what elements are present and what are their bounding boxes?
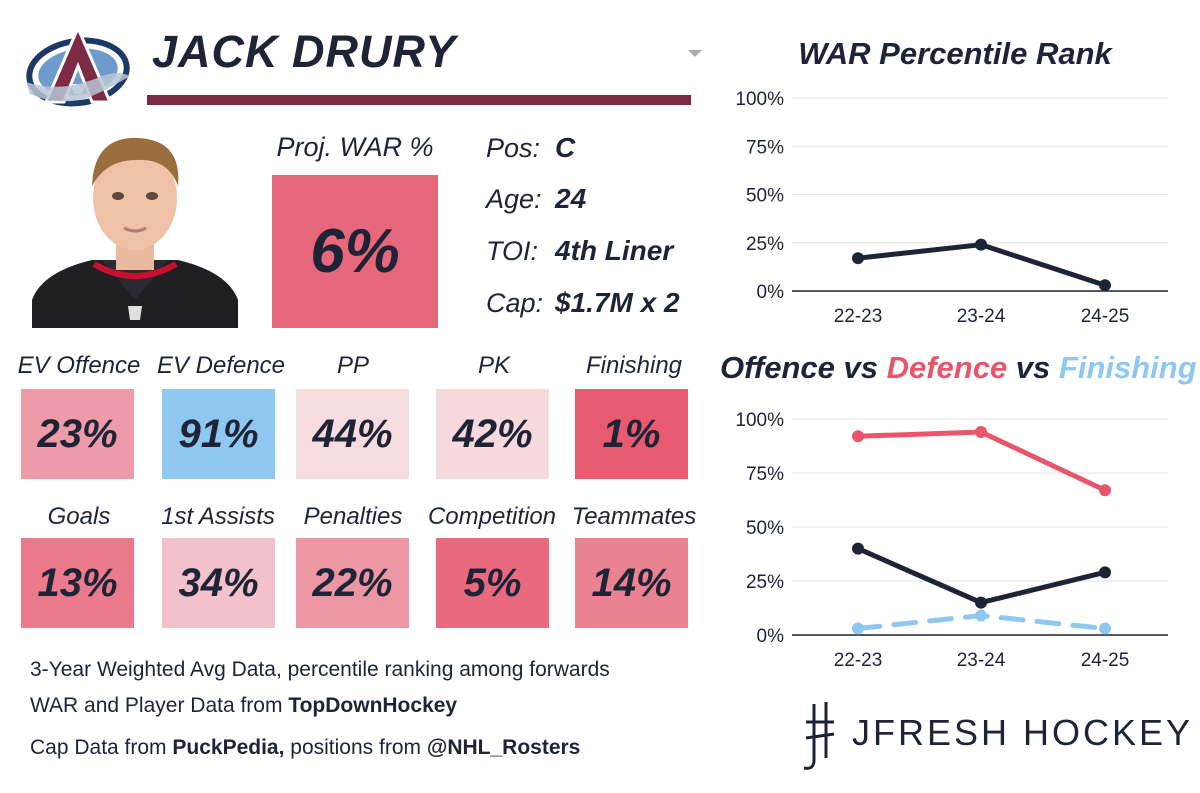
pos-value: C	[555, 132, 576, 163]
stat-tile-1st-assists: 34%	[162, 538, 275, 628]
ovd-series-line-defence	[855, 429, 1108, 493]
stat-tile-ev-defence: 91%	[162, 389, 275, 479]
ovd-point-defence	[852, 430, 864, 443]
ovd-title-vs-2: vs	[1007, 350, 1059, 385]
war-percentile-chart: 0% 25% 50% 75% 100% 22-23 23-24 24-25	[735, 89, 1168, 327]
ovd-title-vs-1: vs	[834, 350, 887, 385]
ovd-chart-title: Offence vs Defence vs Finishing	[720, 350, 1197, 386]
jfresh-logo-icon	[803, 702, 835, 770]
source-topdownhockey: TopDownHockey	[288, 694, 458, 717]
stat-tile-penalties: 22%	[296, 538, 409, 628]
war-y-tick-label: 0%	[757, 282, 785, 303]
ovd-point-offence	[852, 542, 864, 555]
stat-label-finishing: Finishing	[585, 352, 683, 379]
proj-war-label: Proj. WAR %	[276, 132, 434, 162]
stat-tile-pk: 42%	[436, 389, 549, 479]
stat-label-ev-offence: EV Offence	[17, 352, 141, 379]
age-label: Age:	[486, 184, 542, 214]
ovd-point-offence	[975, 596, 987, 609]
war-x-tick-label: 24-25	[1081, 306, 1130, 327]
chevron-down-icon[interactable]	[688, 50, 702, 57]
proj-war-value: 6%	[272, 175, 438, 328]
ovd-title-offence: Offence	[720, 350, 835, 385]
war-y-tick-label: 75%	[746, 137, 784, 158]
stat-label-goals: Goals	[47, 503, 111, 530]
stat-tile-teammates: 14%	[575, 538, 688, 628]
stat-tile-finishing: 1%	[575, 389, 688, 479]
toi-label: TOI:	[486, 236, 539, 266]
ovd-y-tick-label: 100%	[735, 410, 784, 431]
offence-defence-finishing-chart: 0% 25% 50% 75% 100% 22-23 23-24 24-25	[735, 410, 1168, 670]
stat-label-pp: PP	[336, 352, 369, 379]
war-y-tick-label: 25%	[746, 234, 784, 255]
footer-source-war-prefix: WAR and Player Data from	[30, 694, 289, 717]
source-puckpedia: PuckPedia,	[172, 736, 285, 759]
ovd-point-finishing	[1099, 622, 1111, 635]
footer-source-cap: Cap Data from PuckPedia, positions from …	[30, 736, 580, 760]
war-point-war	[975, 238, 987, 251]
ovd-title-finishing: Finishing	[1058, 350, 1197, 385]
ovd-y-tick-label: 0%	[757, 626, 785, 647]
ovd-point-finishing	[975, 609, 987, 622]
footer-source-war: WAR and Player Data from TopDownHockey	[30, 694, 457, 718]
stat-tile-competition: 5%	[436, 538, 549, 628]
toi-value: 4th Liner	[555, 235, 674, 266]
age-value: 24	[555, 183, 587, 214]
stat-label-ev-defence: EV Defence	[156, 352, 286, 379]
ovd-point-offence	[1099, 566, 1111, 579]
cap-value: $1.7M x 2	[555, 287, 680, 318]
footer-source-cap-prefix: Cap Data from	[30, 736, 173, 759]
stat-tile-goals: 13%	[21, 538, 134, 628]
footer-source-cap-mid: positions from	[284, 736, 427, 759]
ovd-point-defence	[1099, 484, 1111, 497]
stat-label-teammates: Teammates	[571, 503, 697, 530]
brand-wordmark: JFRESH HOCKEY	[852, 712, 1194, 753]
stat-label-1st-assists: 1st Assists	[161, 503, 275, 530]
war-point-war	[852, 252, 864, 265]
ovd-title-defence: Defence	[886, 350, 1008, 385]
cap-label: Cap:	[486, 288, 544, 318]
ovd-point-defence	[975, 425, 987, 438]
stat-label-penalties: Penalties	[303, 503, 403, 530]
war-x-tick-label: 22-23	[834, 306, 883, 327]
player-name: JACK DRURY	[152, 26, 457, 77]
player-photo	[32, 130, 238, 328]
ovd-series-line-offence	[855, 546, 1108, 606]
ovd-x-tick-label: 23-24	[957, 650, 1006, 670]
war-y-tick-label: 100%	[735, 89, 784, 110]
ovd-x-tick-label: 24-25	[1081, 650, 1130, 670]
stat-label-pk: PK	[477, 352, 510, 379]
ovd-x-tick-label: 22-23	[834, 650, 883, 670]
war-point-war	[1099, 279, 1111, 292]
ovd-y-tick-label: 25%	[746, 572, 784, 593]
name-underline-bar	[147, 95, 691, 105]
avalanche-logo	[26, 24, 130, 107]
war-series-line-war	[855, 242, 1108, 288]
source-nhl-rosters: @NHL_Rosters	[426, 736, 581, 759]
ovd-point-finishing	[852, 622, 864, 635]
footer-note-line: 3-Year Weighted Avg Data, percentile ran…	[30, 658, 610, 681]
pos-label: Pos:	[486, 133, 541, 163]
war-y-tick-label: 50%	[746, 186, 784, 207]
ovd-y-tick-label: 75%	[746, 464, 784, 485]
war-x-tick-label: 23-24	[957, 306, 1006, 327]
war-chart-title: WAR Percentile Rank	[798, 36, 1112, 71]
stat-label-competition: Competition	[427, 503, 557, 530]
ovd-y-tick-label: 50%	[746, 518, 784, 539]
stat-tile-ev-offence: 23%	[21, 389, 134, 479]
stat-tile-pp: 44%	[296, 389, 409, 479]
